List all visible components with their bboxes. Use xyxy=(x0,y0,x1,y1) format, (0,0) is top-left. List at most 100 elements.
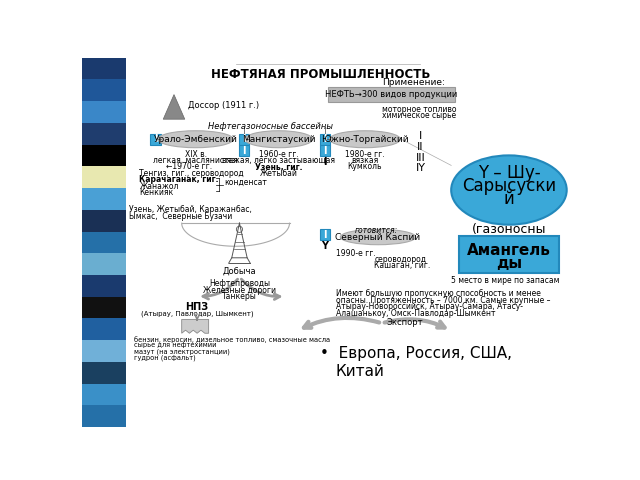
FancyBboxPatch shape xyxy=(319,145,330,156)
Text: моторное топливо: моторное топливо xyxy=(382,105,456,114)
Text: III: III xyxy=(415,153,425,163)
Bar xyxy=(82,340,126,362)
Bar xyxy=(82,275,126,297)
Bar xyxy=(82,58,126,79)
Text: Железные дороги: Железные дороги xyxy=(203,286,276,295)
Bar xyxy=(82,384,126,406)
Text: XIX в.: XIX в. xyxy=(184,150,207,159)
Text: химическое сырье: химическое сырье xyxy=(382,111,456,120)
Text: I: I xyxy=(323,157,326,168)
Text: (газоносны: (газоносны xyxy=(472,223,546,236)
Text: 1960-е гг.: 1960-е гг. xyxy=(259,150,299,159)
Text: опасны. Протяженность – 7000 км. Самые крупные –: опасны. Протяженность – 7000 км. Самые к… xyxy=(336,296,550,304)
Bar xyxy=(82,231,126,253)
Text: Сарысуски: Сарысуски xyxy=(462,177,556,195)
Bar xyxy=(82,123,126,144)
Text: Кашаган, гиг.: Кашаган, гиг. xyxy=(374,261,431,270)
Text: Атырау-Новороссийск, Атырау-Самара, Атасу-: Атырау-Новороссийск, Атырау-Самара, Атас… xyxy=(336,302,523,312)
Text: Северный Каспий: Северный Каспий xyxy=(335,232,420,241)
Text: 1980-е гг.: 1980-е гг. xyxy=(345,150,385,159)
Text: НПЗ: НПЗ xyxy=(186,302,209,312)
Text: Урало-Эмбенский: Урало-Эмбенский xyxy=(154,135,237,144)
Text: I: I xyxy=(323,146,326,156)
Text: Узень, Жетыбай, Каражанбас,: Узень, Жетыбай, Каражанбас, xyxy=(129,205,252,215)
Text: конденсат: конденсат xyxy=(224,178,267,187)
Text: й: й xyxy=(504,190,515,208)
FancyBboxPatch shape xyxy=(328,87,455,102)
Text: сырье для нефтехимии: сырье для нефтехимии xyxy=(134,343,216,348)
Text: Мангистауский: Мангистауский xyxy=(242,135,316,144)
Text: I: I xyxy=(154,134,157,144)
Bar xyxy=(82,406,126,427)
Text: вязкая, легко застывающая: вязкая, легко застывающая xyxy=(222,156,335,165)
Text: Южно-Торгайский: Южно-Торгайский xyxy=(321,135,409,144)
Text: Имеют большую пропускную способность и менее: Имеют большую пропускную способность и м… xyxy=(336,288,541,298)
Text: 5 место в мире по запасам: 5 место в мире по запасам xyxy=(451,276,560,285)
Text: ←1970-е гг.: ←1970-е гг. xyxy=(166,162,212,171)
Bar xyxy=(82,166,126,188)
Text: Кумколь: Кумколь xyxy=(348,162,382,171)
Text: ды: ды xyxy=(496,256,522,271)
Bar xyxy=(82,297,126,319)
Ellipse shape xyxy=(245,131,312,148)
Text: Танкеры: Танкеры xyxy=(222,292,257,300)
Text: бензин, керосин, дизельное топливо, смазочные масла: бензин, керосин, дизельное топливо, смаз… xyxy=(134,336,330,343)
Polygon shape xyxy=(163,95,185,119)
Text: Амангель: Амангель xyxy=(467,242,551,258)
FancyBboxPatch shape xyxy=(150,134,161,144)
Ellipse shape xyxy=(158,131,234,148)
Text: Алашанькоу, Омск-Павлодар-Шымкент: Алашанькоу, Омск-Павлодар-Шымкент xyxy=(336,310,495,318)
Text: Тенгиз, гиг., сероводород: Тенгиз, гиг., сероводород xyxy=(140,169,244,178)
Ellipse shape xyxy=(451,156,566,225)
Bar xyxy=(82,253,126,275)
Polygon shape xyxy=(182,319,209,333)
Text: легкая, маслянистая: легкая, маслянистая xyxy=(153,156,238,165)
Bar xyxy=(82,101,126,123)
Text: IY: IY xyxy=(415,164,426,173)
Text: I: I xyxy=(323,134,326,144)
Text: I: I xyxy=(419,131,422,141)
Bar xyxy=(82,319,126,340)
Bar xyxy=(82,362,126,384)
Text: гудрон (асфальт): гудрон (асфальт) xyxy=(134,355,196,361)
Text: •  Европа, Россия, США,: • Европа, Россия, США, xyxy=(320,347,512,361)
Text: готовится:: готовится: xyxy=(355,226,398,235)
Text: Применение:: Применение: xyxy=(382,78,445,86)
Text: Карачаганак, гиг.: Карачаганак, гиг. xyxy=(140,175,219,184)
Text: НЕФТЯНАЯ ПРОМЫШЛЕННОСТЬ: НЕФТЯНАЯ ПРОМЫШЛЕННОСТЬ xyxy=(211,68,430,82)
FancyBboxPatch shape xyxy=(459,236,559,273)
Text: Жанажол: Жанажол xyxy=(140,181,179,191)
Text: Добыча: Добыча xyxy=(223,267,256,276)
Text: сероводород: сероводород xyxy=(374,255,426,264)
Text: вязкая: вязкая xyxy=(351,156,379,165)
Bar xyxy=(82,188,126,210)
Bar xyxy=(82,144,126,166)
Text: I: I xyxy=(323,230,326,240)
Text: 1990-е гг.: 1990-е гг. xyxy=(336,249,376,258)
Bar xyxy=(82,210,126,231)
Text: Узень, гиг.: Узень, гиг. xyxy=(255,163,303,172)
Ellipse shape xyxy=(340,229,416,245)
Text: Кенкияк: Кенкияк xyxy=(140,188,173,197)
Text: Доссор (1911 г.): Доссор (1911 г.) xyxy=(188,101,259,110)
FancyBboxPatch shape xyxy=(319,229,330,240)
Text: Y – Шу-: Y – Шу- xyxy=(477,164,540,182)
Text: НЕФТЬ→300 видов продукции: НЕФТЬ→300 видов продукции xyxy=(325,90,457,99)
Text: Y: Y xyxy=(321,241,328,251)
Text: Нефтегазоносные бассейны: Нефтегазоносные бассейны xyxy=(208,122,333,132)
Bar xyxy=(82,79,126,101)
Text: мазут (на электростанции): мазут (на электростанции) xyxy=(134,348,230,355)
Text: II: II xyxy=(417,142,424,152)
Ellipse shape xyxy=(330,131,401,148)
FancyBboxPatch shape xyxy=(239,145,250,156)
Text: Ымкас,  Северные Бузачи: Ымкас, Северные Бузачи xyxy=(129,212,232,221)
FancyBboxPatch shape xyxy=(239,134,250,144)
FancyBboxPatch shape xyxy=(319,134,330,144)
Text: Жетыбай: Жетыбай xyxy=(260,169,298,178)
Text: (Атырау, Павлодар, Шымкент): (Атырау, Павлодар, Шымкент) xyxy=(141,310,253,317)
Text: I: I xyxy=(243,134,246,144)
Text: I: I xyxy=(243,146,246,156)
Text: Нефтепроводы: Нефтепроводы xyxy=(209,279,270,288)
Text: Экспорт: Экспорт xyxy=(387,318,423,327)
Text: Китай: Китай xyxy=(336,364,385,379)
